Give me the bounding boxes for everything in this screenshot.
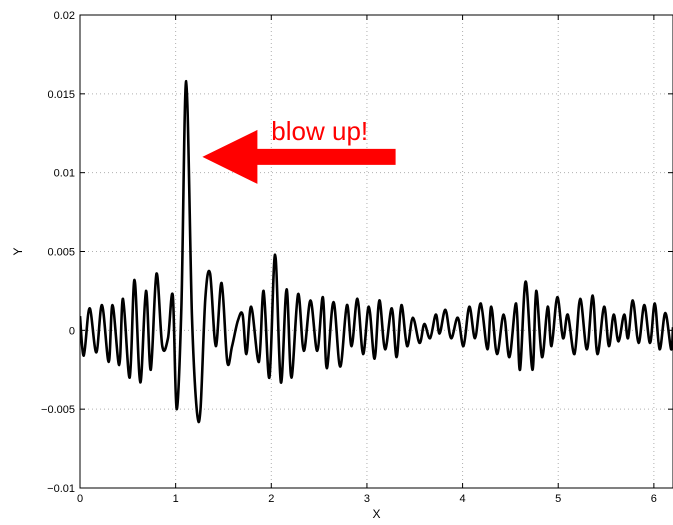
x-tick-label: 1 (173, 493, 179, 505)
x-axis-ticks: 0 1 2 3 4 5 6 (77, 15, 657, 505)
y-tick-label: 0.02 (54, 10, 75, 22)
y-tick-label: −0.01 (47, 483, 75, 495)
y-tick-label: 0 (69, 325, 75, 337)
annotation-text: blow up! (271, 116, 368, 146)
x-tick-label: 6 (651, 493, 657, 505)
x-tick-label: 0 (77, 493, 83, 505)
y-axis-ticks: −0.01 −0.005 0 0.005 0.01 0.015 0.02 (41, 10, 673, 495)
x-tick-label: 4 (460, 493, 466, 505)
series-line (80, 79, 673, 424)
data-series (80, 79, 673, 424)
y-tick-label: 0.015 (47, 89, 75, 101)
y-tick-label: 0.005 (47, 247, 75, 259)
annotation-group: blow up! (202, 116, 396, 184)
y-tick-label: 0.01 (54, 168, 75, 180)
x-axis-label: X (372, 507, 380, 521)
y-axis-label: Y (11, 247, 25, 255)
x-tick-label: 3 (364, 493, 370, 505)
x-tick-label: 5 (555, 493, 561, 505)
y-tick-label: −0.005 (41, 404, 75, 416)
x-tick-label: 2 (268, 493, 274, 505)
blow-up-arrow (202, 129, 396, 184)
